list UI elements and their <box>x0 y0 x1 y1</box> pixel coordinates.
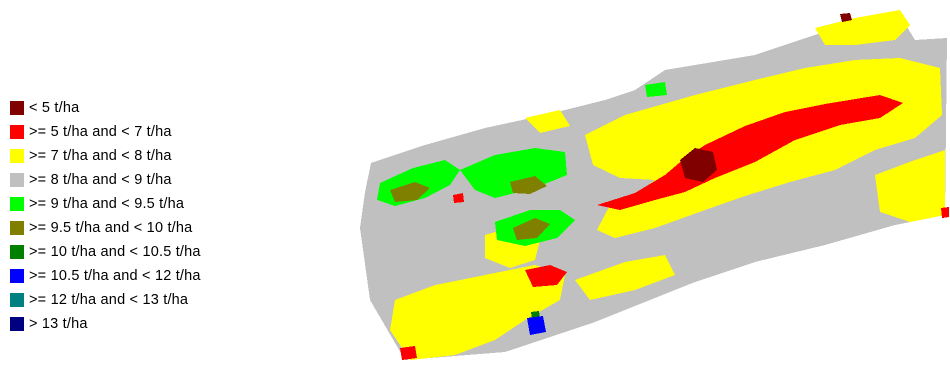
yield-zone-red-dot2 <box>400 346 417 360</box>
legend-label-5-7: >= 5 t/ha and < 7 t/ha <box>29 124 172 140</box>
legend-label-9.5-10: >= 9.5 t/ha and < 10 t/ha <box>29 220 193 236</box>
yield-zone-yellow-topright <box>815 10 910 45</box>
legend-item-10.5-12: >= 10.5 t/ha and < 12 t/ha <box>10 266 310 286</box>
yield-zone-red-main <box>597 95 903 210</box>
legend-swatch-9-9.5 <box>10 197 24 211</box>
yield-zone-red-lower <box>525 265 567 287</box>
yield-zone-red-dot3 <box>941 207 949 218</box>
yield-zone-olive-center <box>513 218 550 240</box>
yield-zone-darkred-top <box>840 13 852 22</box>
yield-zone-yellow-bottom <box>390 265 565 360</box>
legend-label-lt5: < 5 t/ha <box>29 100 80 116</box>
yield-zone-red-dot1 <box>453 193 464 203</box>
yield-zone-darkred-main <box>680 148 717 182</box>
legend-item-9-9.5: >= 9 t/ha and < 9.5 t/ha <box>10 194 310 214</box>
legend-label-9-9.5: >= 9 t/ha and < 9.5 t/ha <box>29 196 185 212</box>
legend-swatch-8-9 <box>10 173 24 187</box>
yield-map <box>360 10 949 360</box>
yield-zone-yellow-lowermid <box>575 255 675 300</box>
legend-label-7-8: >= 7 t/ha and < 8 t/ha <box>29 148 172 164</box>
legend-label-8-9: >= 8 t/ha and < 9 t/ha <box>29 172 172 188</box>
yield-zone-yellow-small <box>525 110 570 133</box>
legend-swatch-7-8 <box>10 149 24 163</box>
legend-item-9.5-10: >= 9.5 t/ha and < 10 t/ha <box>10 218 310 238</box>
legend-swatch-10.5-12 <box>10 269 24 283</box>
legend-swatch-lt5 <box>10 101 24 115</box>
legend-label-12-13: >= 12 t/ha and < 13 t/ha <box>29 292 189 308</box>
legend-label-10.5-12: >= 10.5 t/ha and < 12 t/ha <box>29 268 201 284</box>
yield-legend: < 5 t/ha >= 5 t/ha and < 7 t/ha >= 7 t/h… <box>10 98 310 338</box>
legend-label-10-10.5: >= 10 t/ha and < 10.5 t/ha <box>29 244 201 260</box>
legend-item-5-7: >= 5 t/ha and < 7 t/ha <box>10 122 310 142</box>
legend-swatch-gt13 <box>10 317 24 331</box>
yield-zone-green-top <box>645 82 667 97</box>
legend-item-lt5: < 5 t/ha <box>10 98 310 118</box>
yield-zone-olive-mid <box>510 176 547 194</box>
yield-zone-olive-left <box>390 182 430 202</box>
legend-item-10-10.5: >= 10 t/ha and < 10.5 t/ha <box>10 242 310 262</box>
legend-swatch-10-10.5 <box>10 245 24 259</box>
yield-zone-yellow-right <box>875 150 945 222</box>
legend-item-gt13: > 13 t/ha <box>10 314 310 334</box>
legend-swatch-5-7 <box>10 125 24 139</box>
legend-swatch-9.5-10 <box>10 221 24 235</box>
legend-label-gt13: > 13 t/ha <box>29 316 88 332</box>
legend-swatch-12-13 <box>10 293 24 307</box>
yield-zone-blue <box>527 316 546 335</box>
legend-item-8-9: >= 8 t/ha and < 9 t/ha <box>10 170 310 190</box>
legend-item-12-13: >= 12 t/ha and < 13 t/ha <box>10 290 310 310</box>
legend-item-7-8: >= 7 t/ha and < 8 t/ha <box>10 146 310 166</box>
